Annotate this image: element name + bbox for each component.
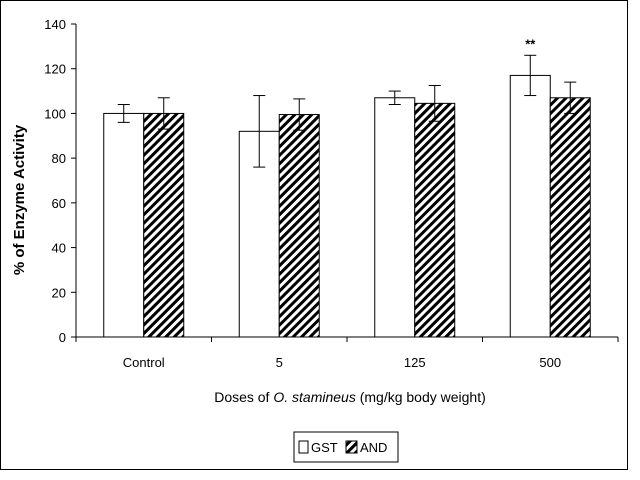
bar-and-125 [414,102,456,338]
y-tick-label: 80 [52,151,66,166]
x-tick-label: Control [123,355,165,370]
significance-annotation: ** [525,36,536,51]
x-axis-label-species: O. stamineus [273,389,355,405]
legend-swatch-and [345,440,358,454]
y-tick-label: 140 [44,17,66,32]
x-axis-label-prefix: Doses of [214,389,273,405]
y-tick-label: 40 [52,241,66,256]
legend-label-and: AND [360,440,387,455]
bar-and-500 [549,97,591,338]
bars [103,74,591,338]
bar-gst-125 [374,97,416,338]
x-tick-label: 500 [539,355,561,370]
x-tick-label: 5 [276,355,283,370]
bar-and-control [143,112,185,338]
chart-frame [0,0,628,470]
y-tick-label: 120 [44,62,66,77]
legend-label-gst: GST [311,440,338,455]
legend-box [293,431,399,463]
y-tick-label: 0 [59,330,66,345]
labels: 0 20 40 60 80 100 120 140 Control 5 125 500 ** [44,17,561,370]
bar-gst-control [103,112,145,338]
y-tick-label: 100 [44,106,66,121]
legend-swatch-gst [298,440,309,454]
y-axis-label: % of Enzyme Activity [11,124,28,275]
legend: GST AND [293,431,399,463]
y-tick-label: 60 [52,196,66,211]
x-axis-label-suffix: (mg/kg body weight) [356,389,486,405]
y-tick-label: 20 [52,285,66,300]
x-axis-label: Doses of O. stamineus (mg/kg body weight… [214,389,486,405]
error-bars [117,54,577,168]
bar-gst-500 [509,74,551,338]
x-tick-label: 125 [404,355,426,370]
bar-and-5 [278,114,320,338]
